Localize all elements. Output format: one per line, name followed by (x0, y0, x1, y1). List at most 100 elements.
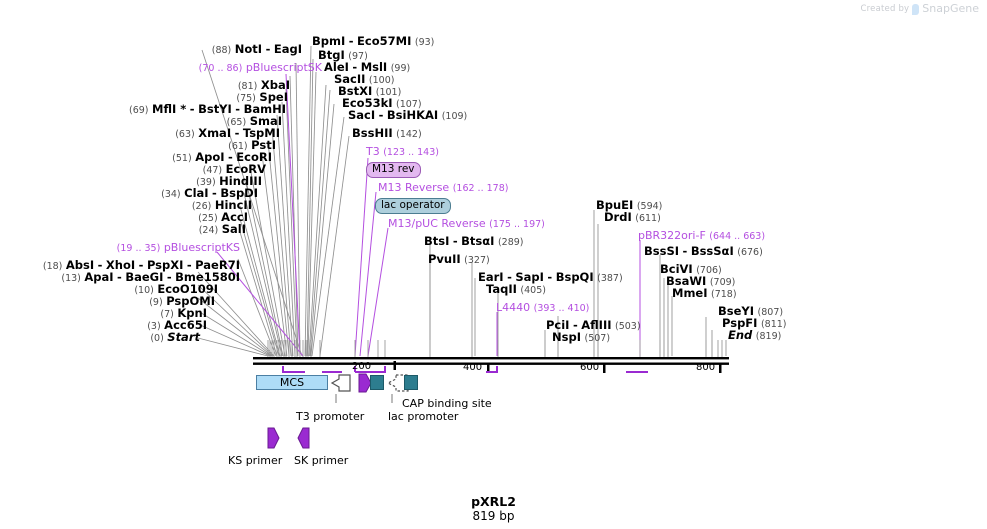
enzyme-position: (51) (172, 153, 192, 164)
enzyme-name: MflI * (152, 102, 187, 116)
feature-caption-cap-binding-site: CAP binding site (402, 397, 492, 410)
enzyme-name: PaeR7I (195, 258, 240, 272)
enzyme-label-saci: SacI - BsiHKAI (109) (348, 108, 468, 122)
enzyme-label-pspfi: PspFI (811) (722, 317, 787, 330)
ks-primer-arrow[interactable] (265, 426, 281, 450)
feature-label-l4440: L4440 (393 .. 410) (496, 302, 589, 314)
watermark-prefix: Created by (860, 3, 910, 14)
caption-ks-primer: KS primer (228, 454, 283, 467)
enzyme-position: (676) (737, 247, 763, 258)
enzyme-name: EcoRV (225, 162, 266, 176)
enzyme-name: BssHII (352, 126, 393, 140)
enzyme-label-sacii: SacII (100) (334, 72, 394, 86)
feature-range: (393 .. 410) (533, 303, 590, 314)
enzyme-position: (93) (414, 37, 435, 48)
enzyme-name: HindIII (219, 174, 262, 188)
enzyme-name: PciI (546, 318, 570, 332)
enzyme-label-apoI: (51) ApoI - EcoRI (172, 150, 272, 164)
feature-name: pBR322ori-F (638, 229, 706, 242)
enzyme-name: MmeI (672, 286, 708, 300)
enzyme-label-salI: (24) SalI (199, 222, 246, 236)
enzyme-position: (75) (236, 93, 256, 104)
enzyme-position: (611) (635, 213, 661, 224)
enzyme-name: AleI (324, 60, 349, 74)
ruler-tick-800: 800 (696, 362, 716, 373)
plasmid-size: 819 bp (472, 509, 515, 523)
feature-caption-t3-promoter: T3 promoter (296, 410, 365, 423)
enzyme-name: BstXI (338, 84, 373, 98)
enzyme-label-bpmI: BpmI - Eco57MI (93) (312, 34, 435, 48)
feature-range: (70 .. 86) (198, 63, 243, 74)
enzyme-label-bpuei: BpuEI (594) (596, 199, 662, 212)
enzyme-label-pspomi: (9) PspOMI (149, 294, 215, 308)
enzyme-label-xmaI: (63) XmaI - TspMI (175, 126, 280, 140)
enzyme-position: (25) (198, 213, 218, 224)
ruler-tick-600: 600 (580, 362, 600, 373)
feature-name: L4440 (496, 301, 531, 314)
enzyme-name: BseYI (718, 304, 755, 318)
ruler-tick-200: 200 (352, 361, 372, 372)
feature-cap-binding-site-box[interactable] (404, 375, 418, 390)
start-position: (0) (150, 333, 164, 344)
enzyme-position: (88) (211, 45, 232, 56)
enzyme-label-pvuii: PvuII (327) (428, 253, 490, 266)
enzyme-name: BtgI (318, 48, 345, 62)
enzyme-name: SalI (221, 222, 246, 236)
enzyme-name: PspOMI (166, 294, 215, 308)
label-start: (0) Start (150, 330, 200, 344)
feature-t3-promoter-arrow[interactable] (330, 373, 352, 393)
enzyme-name: Bme1580I (175, 270, 240, 284)
enzyme-position: (109) (441, 111, 468, 122)
enzyme-name: BsaWI (666, 274, 707, 288)
enzyme-name: SacII (334, 72, 366, 86)
feature-name: pBluescriptKS (163, 241, 240, 254)
enzyme-label-ecoo109i: (10) EcoO109I (134, 283, 218, 296)
enzyme-name: BamHI (243, 102, 286, 116)
enzyme-position: (47) (202, 165, 223, 176)
enzyme-position: (9) (149, 297, 163, 308)
enzyme-name: SpeI (259, 90, 288, 104)
label-end: End (819) (728, 329, 781, 342)
feature-caption-lac-promoter: lac promoter (388, 410, 459, 423)
feature-range: (175 .. 197) (489, 219, 545, 230)
feature-label-t3: T3 (123 .. 143) (366, 146, 439, 158)
enzyme-position: (18) (42, 261, 63, 272)
enzyme-position: (507) (584, 333, 611, 344)
enzyme-name: PstI (251, 138, 276, 152)
enzyme-name: Eco57MI (357, 34, 412, 48)
enzyme-position: (289) (497, 237, 524, 248)
feature-label-pbluescriptsk: (70 .. 86) pBluescriptSK (199, 62, 322, 74)
enzyme-label-xbaI: (81) XbaI (238, 79, 290, 92)
enzyme-position: (405) (520, 285, 546, 296)
enzyme-name: BssSαI (690, 244, 734, 258)
enzyme-position: (13) (61, 273, 81, 284)
feature-ks-primer-arrow-map[interactable] (357, 372, 373, 394)
sk-primer-arrow[interactable] (296, 426, 312, 450)
enzyme-position: (7) (160, 309, 174, 320)
snapgene-logo-icon (912, 4, 920, 15)
enzyme-label-accI: (25) AccI (198, 211, 248, 224)
enzyme-position: (61) (228, 141, 248, 152)
enzyme-label-notI: (88) NotI - EagI (211, 42, 302, 56)
enzyme-position: (69) (129, 105, 149, 116)
enzyme-label-acc65i: (3) Acc65I (147, 319, 207, 332)
enzyme-name: SapI (515, 270, 544, 284)
enzyme-label-absI: (18) AbsI - XhoI - PspXI - PaeR7I (42, 258, 240, 272)
enzyme-position: (107) (396, 99, 422, 110)
enzyme-name: MslI (360, 60, 388, 74)
ruler-tick-400: 400 (463, 362, 483, 373)
enzyme-position: (26) (191, 201, 212, 212)
enzyme-position: (97) (348, 51, 368, 62)
enzyme-name: BspQI (555, 270, 594, 284)
watermark-brand: SnapGene (922, 2, 979, 15)
enzyme-name: XmaI (198, 126, 232, 140)
feature-mcs[interactable]: MCS (256, 375, 328, 390)
start-name: Start (167, 330, 200, 344)
enzyme-label-pcii: PciI - AflIII (503) (546, 318, 641, 332)
enzyme-position: (34) (161, 189, 181, 200)
enzyme-name: HincII (214, 198, 252, 212)
enzyme-name: ClaI (184, 186, 209, 200)
feature-lac-operator-box[interactable] (370, 375, 384, 390)
enzyme-label-btgI: BtgI (97) (318, 48, 368, 62)
